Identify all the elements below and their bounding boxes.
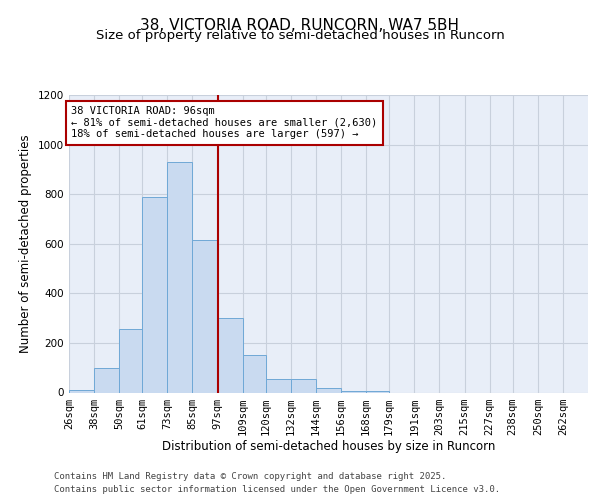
Text: 38, VICTORIA ROAD, RUNCORN, WA7 5BH: 38, VICTORIA ROAD, RUNCORN, WA7 5BH — [140, 18, 460, 32]
Bar — [316, 388, 341, 392]
X-axis label: Distribution of semi-detached houses by size in Runcorn: Distribution of semi-detached houses by … — [162, 440, 495, 454]
Text: Contains public sector information licensed under the Open Government Licence v3: Contains public sector information licen… — [54, 484, 500, 494]
Bar — [291, 379, 316, 392]
Text: 38 VICTORIA ROAD: 96sqm
← 81% of semi-detached houses are smaller (2,630)
18% of: 38 VICTORIA ROAD: 96sqm ← 81% of semi-de… — [71, 106, 377, 140]
Bar — [142, 196, 167, 392]
Bar — [193, 240, 218, 392]
Bar — [94, 368, 119, 392]
Y-axis label: Number of semi-detached properties: Number of semi-detached properties — [19, 134, 32, 353]
Bar — [119, 330, 142, 392]
Text: Contains HM Land Registry data © Crown copyright and database right 2025.: Contains HM Land Registry data © Crown c… — [54, 472, 446, 481]
Bar — [242, 356, 266, 393]
Bar — [167, 162, 193, 392]
Bar — [266, 379, 291, 392]
Text: Size of property relative to semi-detached houses in Runcorn: Size of property relative to semi-detach… — [95, 29, 505, 42]
Bar — [218, 318, 242, 392]
Bar — [69, 390, 94, 392]
